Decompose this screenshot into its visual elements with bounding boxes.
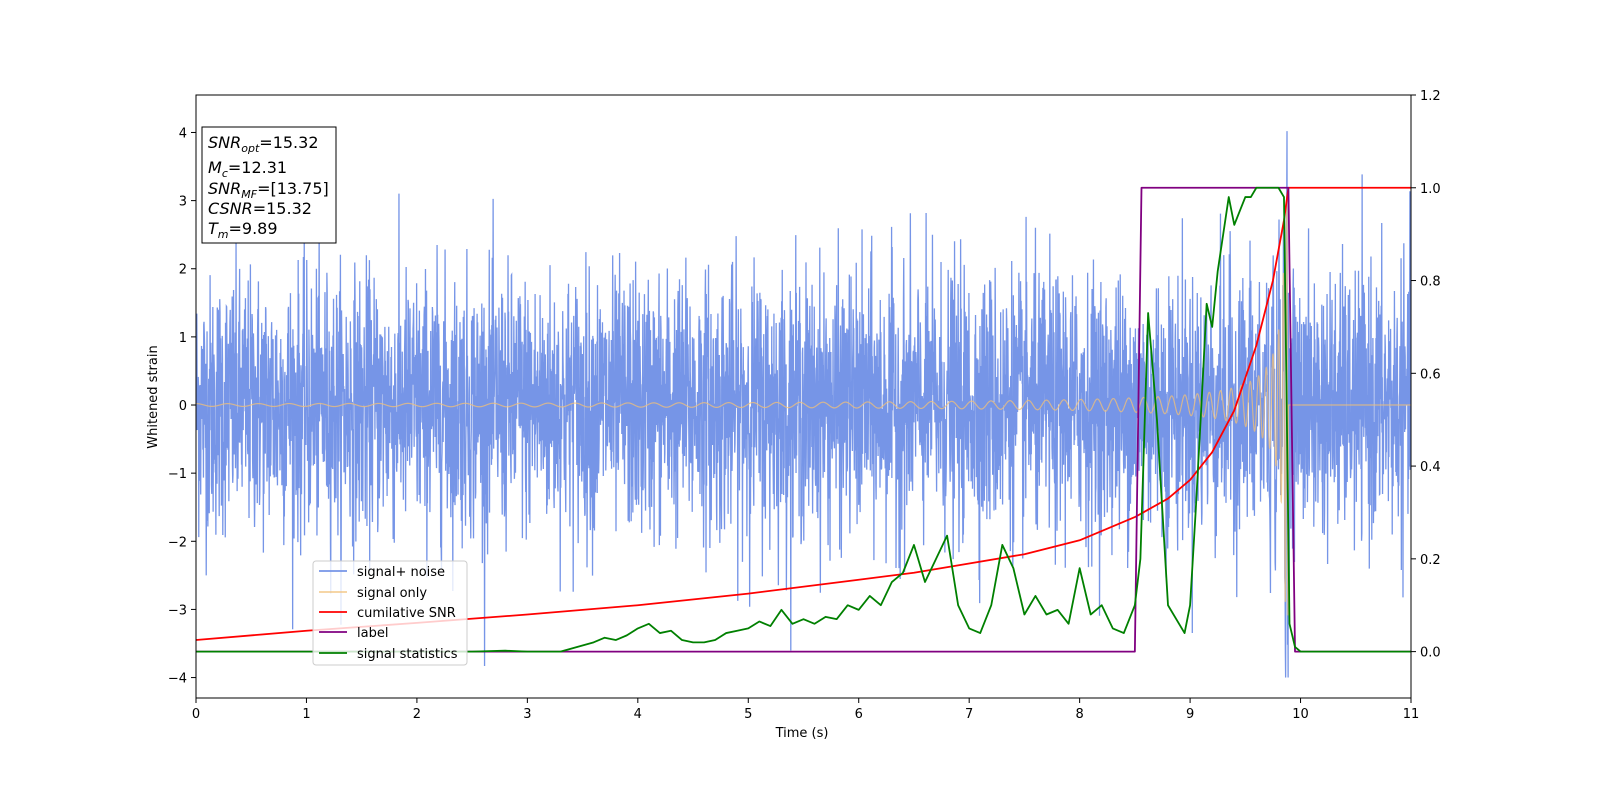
x-tick-label: 8	[1075, 707, 1083, 722]
y-right-tick-label: 0.0	[1420, 646, 1441, 661]
y-right-tick-label: 0.8	[1420, 275, 1441, 290]
y-left-tick-label: −2	[168, 535, 187, 550]
y-right-tick-label: 0.2	[1420, 553, 1441, 568]
legend-label: signal+ noise	[357, 565, 445, 580]
y-left-tick-label: 3	[179, 195, 187, 210]
info-line: CSNR=15.32	[208, 199, 312, 218]
cumulative-snr-line	[196, 186, 1411, 641]
y-left-tick-label: −4	[168, 672, 187, 687]
y-left-tick-label: 1	[179, 331, 187, 346]
y-axis-label: Whitened strain	[146, 345, 161, 448]
x-tick-label: 6	[855, 707, 863, 722]
legend: signal+ noise signal only cumilative SNR la…	[312, 560, 468, 666]
y-left-tick-label: −1	[168, 467, 187, 482]
x-tick-label: 5	[744, 707, 752, 722]
info-box: SNRopt=15.32 Mc=12.31SNRMF=[13.75]CSNR=15…	[201, 126, 337, 244]
y-left-tick-label: −3	[168, 603, 187, 618]
legend-label: signal statistics	[357, 647, 458, 662]
legend-frame	[312, 560, 468, 666]
legend-label: cumilative SNR	[357, 606, 456, 621]
y-right-tick-label: 1.0	[1420, 182, 1441, 197]
x-tick-label: 11	[1403, 707, 1420, 722]
x-tick-label: 3	[523, 707, 531, 722]
info-box-frame	[201, 126, 337, 244]
signal-noise-line	[196, 131, 1411, 678]
x-axis-label: Time (s)	[775, 726, 829, 741]
info-line: SNRopt=15.32	[208, 133, 319, 155]
y-left-tick-label: 4	[179, 126, 187, 141]
info-line: Tm=9.89	[208, 219, 278, 241]
y-right-tick-label: 0.6	[1420, 367, 1441, 382]
x-tick-label: 10	[1292, 707, 1309, 722]
series-layer	[196, 131, 1411, 678]
legend-label: label	[357, 626, 388, 641]
x-tick-label: 4	[634, 707, 642, 722]
y-left-tick-label: 0	[179, 399, 187, 414]
y-right-tick-label: 0.4	[1420, 460, 1441, 475]
x-tick-label: 7	[965, 707, 973, 722]
info-line: SNRMF=[13.75]	[208, 179, 329, 201]
y-left-tick-label: 2	[179, 263, 187, 278]
y-right-tick-label: 1.2	[1420, 89, 1441, 104]
info-line: Mc=12.31	[208, 158, 287, 180]
legend-label: signal only	[357, 586, 427, 601]
y-axis-left: −4 −3 −2 −1 0 1 2 3 4	[168, 126, 196, 687]
x-axis: 0 1 2 3 4 5 6 7 8 9 10 11	[192, 698, 1419, 722]
y-axis-right: 0.0 0.2 0.4 0.6 0.8 1.0 1.2	[1411, 89, 1441, 661]
x-tick-label: 2	[413, 707, 421, 722]
signal-statistics-line	[196, 186, 1411, 653]
signal-only-line	[196, 195, 1411, 616]
plot-frame	[195, 94, 1412, 699]
x-tick-label: 1	[302, 707, 310, 722]
x-tick-label: 0	[192, 707, 200, 722]
x-tick-label: 9	[1186, 707, 1194, 722]
